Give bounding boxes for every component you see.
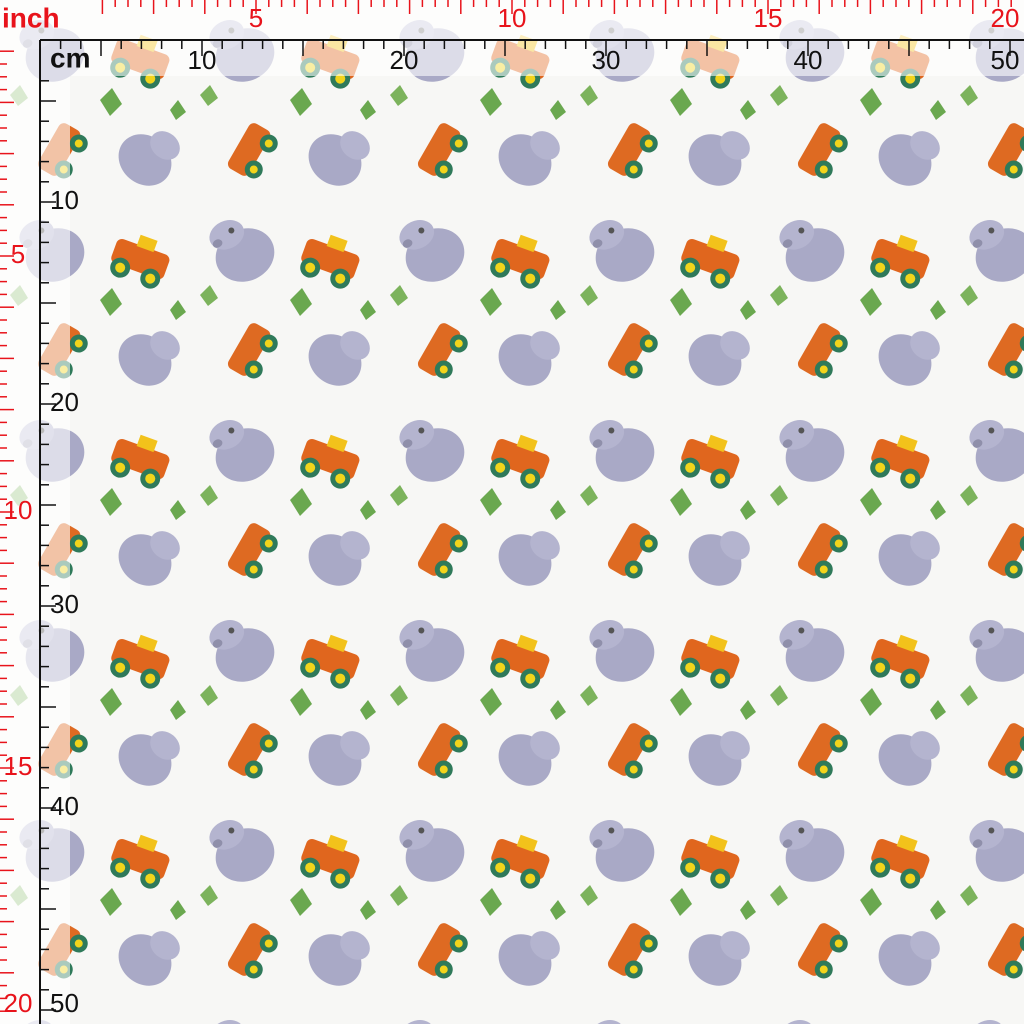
cm-number: 30 xyxy=(592,45,621,75)
cm-number: 30 xyxy=(50,589,79,619)
left-cm-strip xyxy=(40,76,70,1024)
inch-number: 20 xyxy=(4,988,33,1018)
inch-number: 10 xyxy=(4,495,33,525)
inch-label: inch xyxy=(2,2,60,33)
cm-label: cm xyxy=(50,42,90,73)
inch-number: 10 xyxy=(498,3,527,33)
cm-number: 10 xyxy=(50,185,79,215)
cm-number: 40 xyxy=(794,45,823,75)
left-inch-strip xyxy=(0,40,40,1024)
cm-ruler-strip xyxy=(40,40,1024,76)
inch-number: 15 xyxy=(4,751,33,781)
inch-number: 5 xyxy=(249,3,263,33)
cm-number: 20 xyxy=(390,45,419,75)
cm-number: 10 xyxy=(188,45,217,75)
cm-number: 50 xyxy=(50,988,79,1018)
cm-number: 20 xyxy=(50,387,79,417)
inch-number: 5 xyxy=(11,239,25,269)
inch-number: 20 xyxy=(991,3,1020,33)
cm-number: 50 xyxy=(991,45,1020,75)
inch-number: 15 xyxy=(754,3,783,33)
cm-number: 40 xyxy=(50,791,79,821)
ruler-ticks xyxy=(0,0,1012,1012)
